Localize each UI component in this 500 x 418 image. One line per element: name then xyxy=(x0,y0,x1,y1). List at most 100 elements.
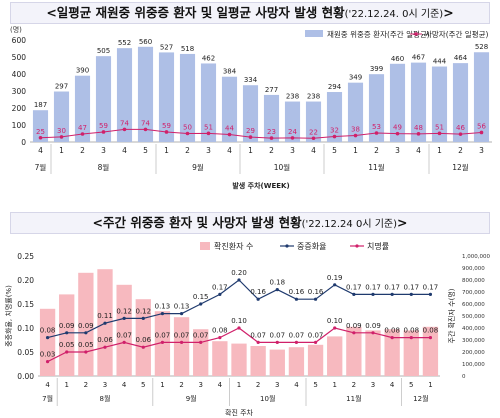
x-tick-label: 1 xyxy=(160,381,164,389)
fatality-point xyxy=(294,340,299,344)
fatality-value-label: 0.10 xyxy=(231,317,247,325)
x-axis-title: 발생 주차(WEEK) xyxy=(232,181,289,190)
y-axis-title: 중증화율, 치명률(%) xyxy=(4,285,13,347)
x-tick-label: 2 xyxy=(185,146,190,155)
chart-a-title-note: ('22.12.24. 0시 기준) xyxy=(344,9,444,20)
death-point xyxy=(122,127,127,132)
fatality-point xyxy=(84,350,88,354)
death-value-label: 51 xyxy=(435,123,444,131)
severity-point xyxy=(390,292,394,296)
death-value-label: 44 xyxy=(225,125,234,133)
y-right-tick-label: 400,000 xyxy=(462,326,485,332)
y-tick-label: 200 xyxy=(12,104,27,113)
death-point xyxy=(353,133,358,138)
death-point xyxy=(206,131,211,136)
x-tick-label: 2 xyxy=(80,146,85,155)
y-right-tick-label: 1,000,000 xyxy=(462,254,490,260)
bar xyxy=(368,74,385,142)
death-value-label: 38 xyxy=(351,126,360,134)
y-tick-label: 0.05 xyxy=(17,348,34,357)
severity-value-label: 0.17 xyxy=(212,283,228,291)
x-tick-label: 1 xyxy=(164,146,169,155)
chart-b-title-note: ('22.12.24 0시 기준) xyxy=(301,219,397,230)
fatality-value-label: 0.09 xyxy=(346,322,362,330)
month-label: 9월 xyxy=(186,394,197,403)
fatality-value-label: 0.08 xyxy=(423,327,439,335)
death-point xyxy=(59,135,64,139)
death-point xyxy=(80,132,85,136)
death-value-label: 23 xyxy=(267,128,276,136)
x-tick-label: 1 xyxy=(332,381,336,389)
bar xyxy=(116,48,133,142)
bar-value-label: 460 xyxy=(391,55,404,63)
x-tick-label: 1 xyxy=(428,381,432,389)
x-tick-label: 4 xyxy=(122,381,127,389)
severity-value-label: 0.12 xyxy=(116,307,132,315)
fatality-point xyxy=(428,336,433,340)
chart-b-title-text: <주간 위중증 환자 및 사망자 발생 현황 xyxy=(92,215,302,230)
y-right-tick-label: 100,000 xyxy=(462,362,485,368)
weekly-rate-chart-panel: <주간 위중증 환자 및 사망자 발생 현황('22.12.24 0시 기준)>… xyxy=(0,210,500,418)
x-tick-label: 3 xyxy=(290,146,295,155)
bar xyxy=(263,94,280,142)
bar xyxy=(173,317,190,376)
month-label: 11월 xyxy=(368,162,385,172)
fatality-point xyxy=(371,331,375,335)
bar xyxy=(452,63,469,143)
death-point xyxy=(416,132,421,136)
y-tick-label: 400 xyxy=(12,70,27,79)
x-tick-label: 2 xyxy=(84,381,88,389)
x-tick-label: 4 xyxy=(227,146,232,155)
y-right-tick-label: 0 xyxy=(462,374,466,380)
bar xyxy=(431,66,448,142)
severity-point xyxy=(313,297,318,301)
x-tick-label: 1 xyxy=(437,146,442,155)
y-tick-label: 0.25 xyxy=(17,252,34,261)
fatality-value-label: 0.08 xyxy=(212,327,228,335)
fatality-value-label: 0.07 xyxy=(308,331,324,339)
death-point xyxy=(185,131,190,136)
death-point xyxy=(374,131,379,135)
month-label: 12월 xyxy=(413,394,428,403)
severity-point xyxy=(84,331,88,335)
death-value-label: 46 xyxy=(456,124,465,132)
severity-value-label: 0.16 xyxy=(250,288,266,296)
bar xyxy=(365,330,381,376)
x-tick-label: 4 xyxy=(45,381,50,389)
y-right-tick-label: 300,000 xyxy=(462,338,485,344)
y-right-tick-label: 700,000 xyxy=(462,290,485,296)
month-label: 7월 xyxy=(35,162,47,172)
chart-a-title: <일평균 재원중 위중증 환자 및 일평균 사망자 발생 현황('22.12.2… xyxy=(10,2,490,24)
severity-point xyxy=(141,316,145,320)
y-tick-label: 0 xyxy=(21,138,26,147)
x-tick-label: 2 xyxy=(458,146,463,155)
bar-value-label: 294 xyxy=(328,83,342,91)
death-point xyxy=(164,130,169,134)
x-tick-label: 4 xyxy=(294,381,299,389)
bar-value-label: 444 xyxy=(433,58,447,66)
death-point xyxy=(395,131,400,136)
bar xyxy=(473,52,490,142)
y-tick-label: 600 xyxy=(12,36,27,45)
x-tick-label: 4 xyxy=(38,146,43,155)
bar xyxy=(137,46,154,142)
legend-label-bar: 재원중 위중증 환자(주간 일평균) xyxy=(327,29,430,39)
severity-value-label: 0.12 xyxy=(135,307,151,315)
bar xyxy=(212,341,228,376)
y-tick-label: 0.10 xyxy=(17,324,34,333)
fatality-point xyxy=(390,336,394,340)
chart-a-title-end: > xyxy=(443,5,454,20)
y-right-tick-label: 200,000 xyxy=(462,350,485,356)
fatality-value-label: 0.06 xyxy=(135,336,151,344)
death-value-label: 24 xyxy=(288,128,297,136)
bar-value-label: 527 xyxy=(160,43,173,51)
x-tick-label: 3 xyxy=(395,146,400,155)
month-label: 10월 xyxy=(274,162,291,172)
y-tick-label: 500 xyxy=(12,53,27,62)
death-value-label: 48 xyxy=(414,124,423,132)
fatality-point xyxy=(160,340,165,344)
x-tick-label: 5 xyxy=(143,146,148,155)
legend-swatch-fatality-dot xyxy=(355,244,359,248)
fatality-point xyxy=(103,345,107,349)
bar xyxy=(158,52,175,142)
